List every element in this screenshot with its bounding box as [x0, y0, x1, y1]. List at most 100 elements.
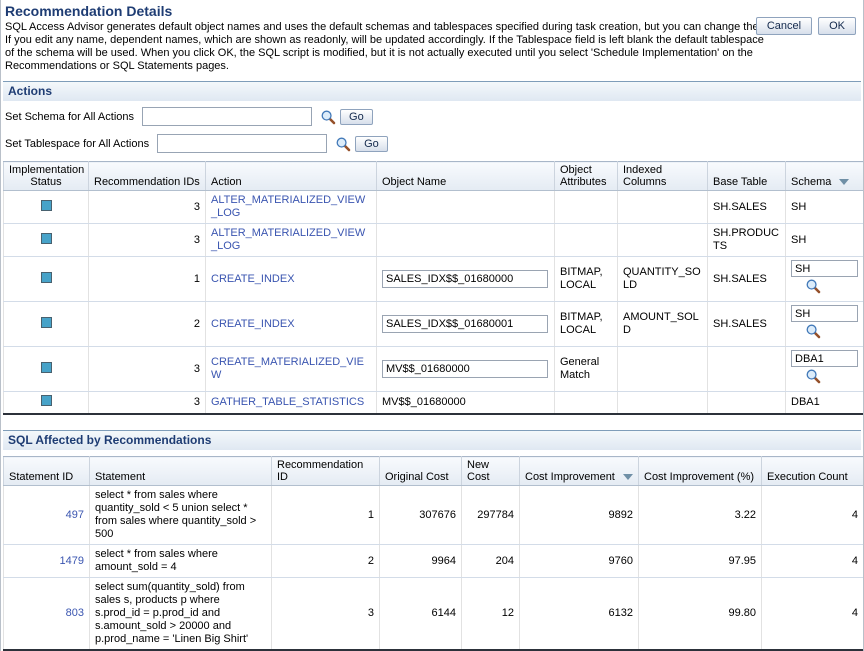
object-name-cell: [376, 223, 555, 257]
action-cell: CREATE_INDEX: [205, 301, 377, 347]
column-header-object-name[interactable]: Object Name: [376, 161, 555, 191]
new-cost-cell: 297784: [461, 485, 520, 545]
base-table-cell: SH.SALES: [707, 190, 786, 224]
column-header-schema[interactable]: Schema: [785, 161, 863, 191]
column-header-label: Statement ID: [9, 471, 74, 483]
cancel-button[interactable]: Cancel: [755, 17, 813, 35]
object-name-input[interactable]: [382, 315, 548, 333]
set-schema-go-button[interactable]: Go: [340, 108, 373, 125]
sql-affected-section-header: SQL Affected by Recommendations: [3, 430, 861, 450]
object-name-input[interactable]: [382, 270, 548, 288]
column-header-label: Statement: [95, 471, 146, 483]
column-header-statement-id[interactable]: Statement ID: [3, 456, 90, 486]
indexed-columns-cell: [617, 190, 708, 224]
header-row: Statement ID Statement Recommendation ID Or…: [3, 456, 863, 486]
schema-cell: [785, 301, 863, 347]
schema-search-row: [791, 322, 858, 343]
column-header-cost-improvement[interactable]: Cost Improvement (%): [638, 456, 762, 486]
search-icon[interactable]: [805, 368, 821, 384]
column-header-label: Cost Improvement: [525, 471, 615, 483]
recommendation-id-cell: 1: [271, 485, 380, 545]
column-header-recommendation-id[interactable]: Recommendation ID: [271, 456, 380, 486]
column-header-execution-count[interactable]: Execution Count: [761, 456, 863, 486]
column-header-original-cost[interactable]: Original Cost: [379, 456, 462, 486]
recommendation-id-cell: 3: [271, 577, 380, 651]
action-link[interactable]: CREATE_INDEX: [211, 317, 295, 330]
implementation-status-square-icon: [40, 361, 52, 373]
cost-improvement-pct-cell: 99.80: [638, 577, 762, 651]
object-name-text: MV$$_01680000: [382, 396, 466, 408]
actions-section-title: Actions: [8, 84, 53, 98]
set-tablespace-input[interactable]: [157, 134, 328, 153]
set-tablespace-go-button[interactable]: Go: [355, 135, 388, 152]
column-header-new-cost[interactable]: New Cost: [461, 456, 520, 486]
column-header-label: Object Attributes: [560, 164, 607, 188]
recommendation-ids-cell: 3: [88, 346, 206, 392]
set-tablespace-label: Set Tablespace for All Actions: [5, 137, 150, 150]
column-header-base-table[interactable]: Base Table: [707, 161, 786, 191]
implementation-status-cell: [3, 346, 89, 392]
implementation-status-cell: [3, 256, 89, 302]
ok-button[interactable]: OK: [818, 17, 856, 35]
implementation-status-square-icon: [40, 395, 52, 406]
header-action-buttons: Cancel OK: [755, 17, 856, 35]
indexed-columns-cell: AMOUNT_SOLD: [617, 301, 708, 347]
object-name-input[interactable]: [382, 360, 548, 378]
action-link[interactable]: ALTER_MATERIALIZED_VIEW_LOG: [211, 227, 366, 252]
object-attributes-cell: BITMAP, LOCAL: [554, 256, 618, 302]
column-header-object-attributes[interactable]: Object Attributes: [554, 161, 618, 191]
recommendation-ids-cell: 3: [88, 391, 206, 415]
column-header-label: Object Name: [382, 176, 447, 188]
implementation-status-square-icon: [40, 232, 52, 244]
recommendation-ids-cell: 2: [88, 301, 206, 347]
column-header-implementation-status[interactable]: Implementation Status: [3, 161, 89, 191]
actions-table-row: 1 CREATE_INDEX BITMAP, LOCALQUANTITY_SOLDS…: [3, 256, 863, 302]
search-icon[interactable]: [335, 136, 351, 152]
action-link[interactable]: CREATE_MATERIALIZED_VIEW: [211, 356, 365, 381]
sort-descending-icon[interactable]: [839, 178, 850, 185]
schema-text: DBA1: [791, 396, 820, 408]
cost-improvement-cell: 9760: [519, 544, 639, 578]
implementation-status-cell: [3, 391, 89, 415]
column-header-cost-improvement[interactable]: Cost Improvement: [519, 456, 639, 486]
schema-input[interactable]: [791, 350, 858, 367]
implementation-status-square-icon: [40, 271, 52, 283]
implementation-status-square-icon: [40, 199, 52, 211]
statement-cell: select * from sales where amount_sold = …: [89, 544, 272, 578]
object-name-cell: [376, 301, 555, 347]
search-icon[interactable]: [805, 323, 821, 339]
statement-id-cell: 497: [3, 485, 90, 545]
object-name-cell: [376, 346, 555, 392]
search-icon[interactable]: [805, 278, 821, 294]
page-title: Recommendation Details: [5, 3, 173, 19]
set-schema-input[interactable]: [142, 107, 313, 126]
statement-id-link[interactable]: 497: [65, 508, 84, 521]
statement-id-link[interactable]: 803: [65, 607, 84, 619]
search-icon[interactable]: [320, 109, 336, 125]
indexed-columns-cell: [617, 223, 708, 257]
base-table-cell: SH.SALES: [707, 301, 786, 347]
action-cell: CREATE_INDEX: [205, 256, 377, 302]
action-link[interactable]: CREATE_INDEX: [211, 272, 295, 285]
action-link[interactable]: ALTER_MATERIALIZED_VIEW_LOG: [211, 194, 366, 219]
schema-input[interactable]: [791, 260, 858, 277]
column-header-label: Original Cost: [385, 471, 449, 483]
schema-input[interactable]: [791, 305, 858, 322]
schema-cell: SH: [785, 223, 863, 257]
set-schema-row: Set Schema for All Actions Go: [5, 107, 863, 126]
indexed-columns-cell: QUANTITY_SOLD: [617, 256, 708, 302]
column-header-recommendation-ids[interactable]: Recommendation IDs: [88, 161, 206, 191]
column-header-label: Cost Improvement (%): [644, 471, 755, 483]
statement-cell: select * from sales where quantity_sold …: [89, 485, 272, 545]
column-header-indexed-columns[interactable]: Indexed Columns: [617, 161, 708, 191]
statement-id-link[interactable]: 1479: [59, 554, 84, 567]
schema-cell: SH: [785, 190, 863, 224]
column-header-statement[interactable]: Statement: [89, 456, 272, 486]
cost-improvement-cell: 6132: [519, 577, 639, 651]
action-link[interactable]: GATHER_TABLE_STATISTICS: [211, 396, 365, 408]
object-name-cell: [376, 190, 555, 224]
base-table-cell: [707, 391, 786, 415]
column-header-action[interactable]: Action: [205, 161, 377, 191]
sort-descending-icon[interactable]: [622, 473, 633, 480]
